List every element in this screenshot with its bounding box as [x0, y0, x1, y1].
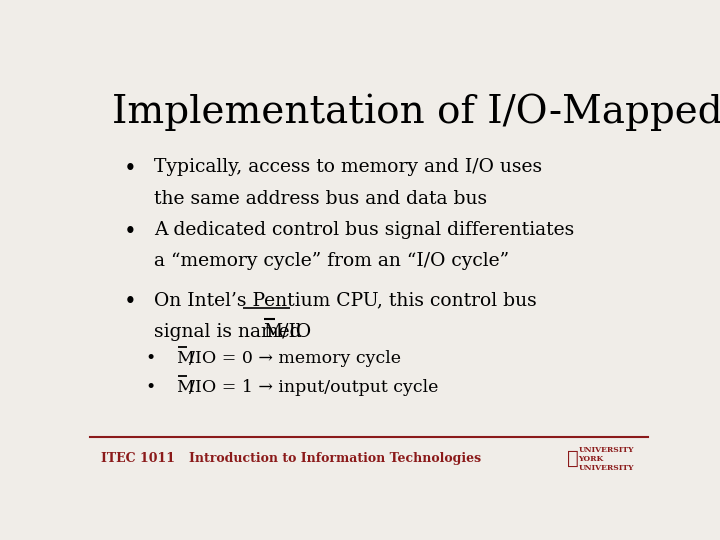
- Text: signal is named: signal is named: [154, 322, 307, 341]
- Text: a “memory cycle” from an “I/O cycle”: a “memory cycle” from an “I/O cycle”: [154, 252, 509, 270]
- Text: UNIVERSITY
YORK
UNIVERSITY: UNIVERSITY YORK UNIVERSITY: [578, 446, 634, 472]
- Text: /IO = 1 → input/output cycle: /IO = 1 → input/output cycle: [189, 379, 438, 396]
- Text: A dedicated control bus signal differentiates: A dedicated control bus signal different…: [154, 221, 575, 239]
- Text: M: M: [176, 349, 194, 367]
- Text: •: •: [145, 349, 156, 367]
- Text: ⛨: ⛨: [567, 449, 579, 468]
- Text: Introduction to Information Technologies: Introduction to Information Technologies: [189, 453, 482, 465]
- Text: •: •: [124, 158, 136, 180]
- Text: Implementation of I/O-Mapped I/O: Implementation of I/O-Mapped I/O: [112, 94, 720, 131]
- Text: M: M: [176, 379, 194, 396]
- Text: Typically, access to memory and I/O uses: Typically, access to memory and I/O uses: [154, 158, 542, 177]
- Text: the same address bus and data bus: the same address bus and data bus: [154, 190, 487, 207]
- Text: M/IO: M/IO: [263, 322, 311, 341]
- Text: •: •: [145, 379, 156, 396]
- Text: •: •: [124, 221, 136, 242]
- Text: On Intel’s Pentium CPU, this control bus: On Intel’s Pentium CPU, this control bus: [154, 292, 537, 309]
- Text: •: •: [124, 292, 136, 313]
- Text: ITEC 1011: ITEC 1011: [101, 453, 175, 465]
- Text: /IO = 0 → memory cycle: /IO = 0 → memory cycle: [189, 349, 401, 367]
